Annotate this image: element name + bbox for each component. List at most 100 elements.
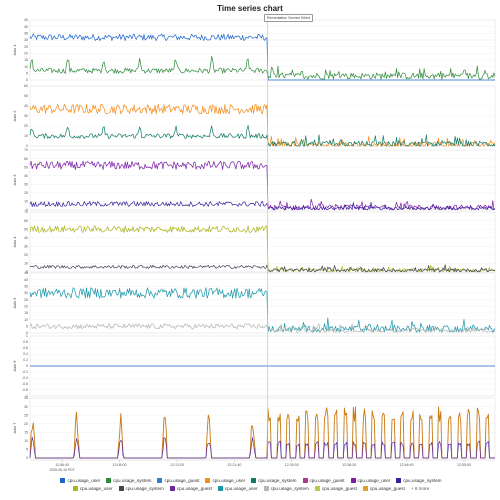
legend-item[interactable]: cpu.usage_user [350, 478, 390, 483]
y-tick-label: 1 [26, 334, 28, 338]
y-tick-label: 40 [24, 278, 28, 282]
legend-item[interactable]: cpu.usage_user [217, 486, 258, 491]
y-tick-label: 15 [24, 311, 28, 315]
y-tick-label: 60 [24, 84, 28, 88]
y-tick-label: 45 [24, 271, 28, 275]
y-tick-label: 70 [24, 148, 28, 152]
legend-item[interactable]: cpu.usage_system [263, 486, 309, 491]
series-line [29, 323, 496, 333]
legend-item[interactable]: cpu.usage_user [60, 478, 100, 483]
legend-item[interactable]: cpu.usage_guest [302, 478, 345, 483]
y-tick-label: 0 [26, 456, 28, 460]
y-axis-label: Axis 7 [12, 422, 17, 434]
y-tick-label: 50 [24, 165, 28, 169]
x-tick-label: 12:46:40 [400, 463, 414, 467]
x-tick-label: 12:05:00 [113, 463, 127, 467]
legend-row: cpu.usage_user cpu.usage_system cpu.usage_… [6, 478, 496, 483]
legend-item[interactable]: cpu.usage_system [396, 478, 442, 483]
legend-swatch [314, 486, 320, 491]
y-tick-label: 25 [24, 45, 28, 49]
legend-label: cpu.usage_guest [309, 478, 345, 483]
legend-label: cpu.usage_user [67, 478, 101, 483]
x-axis-subtitle: 2025-06-16 PDT [50, 468, 75, 472]
legend-label: cpu.usage_system [258, 478, 297, 483]
y-tick-label: 0 [26, 208, 28, 212]
series-line [29, 125, 496, 147]
y-tick-label: 60 [24, 219, 28, 223]
y-tick-label: 0 [26, 78, 28, 82]
y-tick-label: 5 [26, 72, 28, 76]
series-line [29, 225, 496, 273]
y-tick-label: 0 [26, 270, 28, 274]
y-tick-label: 30 [24, 244, 28, 248]
legend-label: cpu.usage_guest [164, 478, 200, 483]
legend-more-link[interactable]: + 6 more [410, 486, 430, 491]
legend-item[interactable]: cpu.usage_guest [314, 486, 357, 491]
y-tick-label: 40 [24, 25, 28, 29]
y-tick-label: -1 [25, 394, 28, 398]
y-tick-label: 10 [24, 439, 28, 443]
legend-label: cpu.usage_system [403, 478, 442, 483]
x-tick-label: 12:38:20 [342, 463, 356, 467]
y-tick-label: 0 [26, 331, 28, 335]
chart-title: Time series chart [217, 4, 283, 13]
y-tick-label: 30 [24, 291, 28, 295]
series-line [29, 201, 496, 211]
panel-frame [29, 272, 496, 334]
y-tick-label: 10 [24, 318, 28, 322]
series-line [29, 33, 495, 81]
series-line [29, 436, 495, 459]
y-tick-label: 30 [24, 405, 28, 409]
y-tick-label: 5 [26, 325, 28, 329]
y-tick-label: 10 [24, 65, 28, 69]
x-tick-label: 12:21:40 [227, 463, 241, 467]
legend-swatch [396, 478, 402, 483]
y-tick-label: 30 [24, 182, 28, 186]
y-tick-label: 0.8 [23, 340, 28, 344]
y-axis-label: Axis 3 [12, 174, 17, 186]
y-tick-label: 15 [24, 430, 28, 434]
y-tick-label: 50 [24, 227, 28, 231]
y-tick-label: 20 [24, 422, 28, 426]
panel-frame [29, 397, 496, 459]
event-annotation-label: Remediation Service Killed [264, 14, 313, 22]
y-tick-label: 0 [26, 364, 28, 368]
y-tick-label: 0.4 [23, 352, 28, 356]
y-tick-label: -0.4 [22, 376, 28, 380]
x-tick-label: 11:56:40 [55, 463, 69, 467]
legend-item[interactable]: cpu.usage_guest [169, 486, 212, 491]
series-line [29, 160, 496, 211]
legend-item[interactable]: cpu.usage_guest [362, 486, 405, 491]
y-tick-label: 10 [24, 200, 28, 204]
legend-label: cpu.usage_system [270, 486, 309, 491]
legend-item[interactable]: cpu.usage_user [72, 486, 113, 491]
legend-item[interactable]: cpu.usage_system [251, 478, 297, 483]
y-tick-label: 20 [24, 191, 28, 195]
y-tick-label: 60 [24, 157, 28, 161]
legend-item[interactable]: cpu.usage_system [118, 486, 164, 491]
legend-item[interactable]: cpu.usage_guest [157, 478, 199, 483]
y-tick-label: 20 [24, 305, 28, 309]
legend-item[interactable]: cpu.usage_user [205, 478, 245, 483]
legend-swatch [205, 478, 211, 483]
y-tick-label: 15 [24, 58, 28, 62]
y-tick-label: 40 [24, 174, 28, 178]
legend-label: cpu.usage_system [125, 486, 164, 491]
y-tick-label: 35 [24, 32, 28, 36]
y-tick-label: 30 [24, 38, 28, 42]
legend-swatch [302, 478, 308, 483]
legend-swatch [118, 486, 124, 491]
y-axis-label: Axis 1 [12, 44, 17, 56]
y-tick-label: 35 [24, 285, 28, 289]
legend-label: cpu.usage_guest [321, 486, 357, 491]
legend-swatch [217, 486, 223, 491]
y-tick-label: 70 [24, 210, 28, 214]
legend-swatch [157, 478, 163, 483]
legend-item[interactable]: cpu.usage_system [106, 478, 151, 483]
y-tick-label: -0.6 [22, 382, 28, 386]
legend-swatch [251, 478, 257, 483]
y-axis-label: Axis 5 [12, 297, 17, 309]
series-line [29, 55, 496, 80]
y-tick-label: 20 [24, 52, 28, 56]
